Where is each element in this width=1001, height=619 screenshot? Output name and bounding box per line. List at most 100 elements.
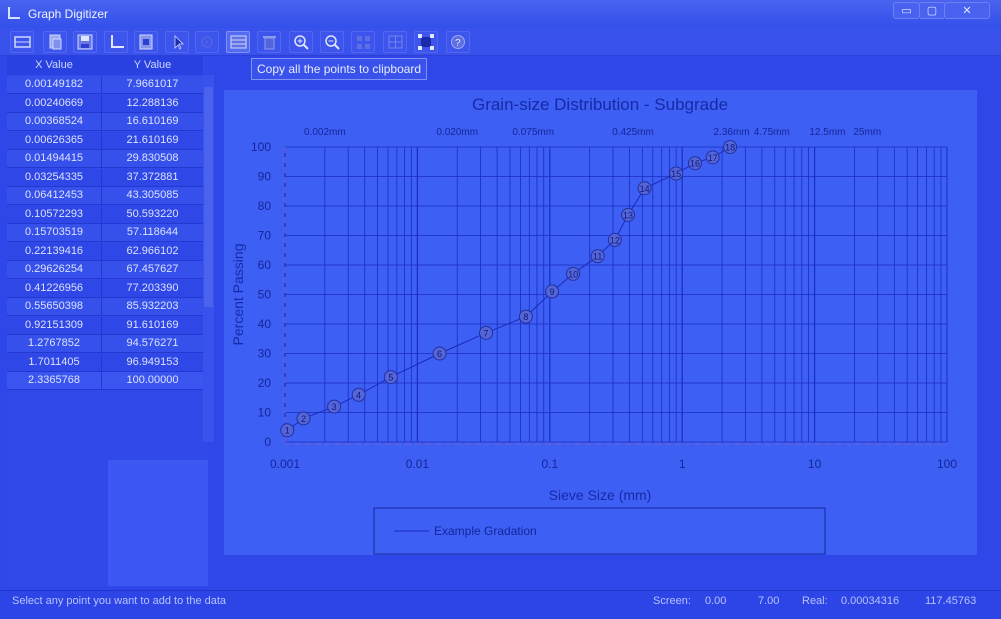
- x-tick-label: 10: [808, 457, 822, 471]
- y-value-cell[interactable]: 77.203390: [126, 281, 179, 294]
- x-value-cell[interactable]: 0.06412453: [24, 189, 84, 201]
- y-tick-label: 80: [258, 199, 272, 213]
- data-point-label: 11: [593, 252, 602, 262]
- sieve-size-label: 0.425mm: [612, 127, 654, 138]
- x-value-cell[interactable]: 0.03254335: [24, 170, 84, 183]
- grid-button[interactable]: [383, 31, 407, 53]
- y-value-cell[interactable]: 94.576271: [126, 337, 179, 349]
- y-tick-label: 10: [258, 406, 272, 420]
- table-row[interactable]: 2.3365768 100.00000: [7, 372, 203, 390]
- table-row[interactable]: 0.06412453 43.305085: [7, 187, 203, 205]
- delete-button[interactable]: [257, 31, 281, 53]
- x-value-cell[interactable]: 0.00149182: [24, 78, 84, 90]
- table-row[interactable]: 0.00626365 21.610169: [7, 131, 203, 150]
- chart-area[interactable]: 0 10 20 30 40 50 60 70 80 90 100 0.001 0.01 0.1 1 10 100…: [224, 90, 977, 555]
- y-value-cell[interactable]: 37.372881: [126, 170, 179, 183]
- y-value-cell[interactable]: 100.00000: [126, 374, 179, 386]
- table-row[interactable]: 0.03254335 37.372881: [7, 168, 203, 187]
- cell-divider: [101, 205, 102, 223]
- zoom-out-button[interactable]: [320, 31, 344, 53]
- x-tick-label: 1: [679, 457, 686, 471]
- window-title: Graph Digitizer: [28, 7, 109, 21]
- screen-y: 7.00: [758, 595, 780, 607]
- minimize-button[interactable]: ▭: [893, 2, 920, 19]
- table-row[interactable]: 0.29626254 67.457627: [7, 261, 203, 279]
- data-point-label: 7: [484, 328, 489, 338]
- help-icon: ?: [451, 35, 465, 49]
- y-value-cell[interactable]: 85.932203: [126, 300, 179, 312]
- table-row[interactable]: 0.00368524 16.610169: [7, 113, 203, 131]
- copy-button[interactable]: [226, 31, 250, 53]
- grid-scrollbar[interactable]: [203, 75, 214, 442]
- y-value-cell[interactable]: 43.305085: [126, 189, 179, 201]
- x-value-cell[interactable]: 0.92151309: [24, 318, 84, 331]
- x-value-cell[interactable]: 0.41226956: [24, 281, 84, 294]
- x-value-cell[interactable]: 0.29626254: [24, 263, 84, 275]
- table-row[interactable]: 0.41226956 77.203390: [7, 279, 203, 298]
- x-value-cell[interactable]: 0.15703519: [24, 226, 84, 238]
- x-value-cell[interactable]: 0.10572293: [24, 207, 84, 220]
- y-value-cell[interactable]: 50.593220: [126, 207, 179, 220]
- data-point-marker: [688, 156, 703, 171]
- fit-button[interactable]: [351, 31, 375, 53]
- x-value-cell[interactable]: 0.00368524: [24, 115, 84, 127]
- calibrate-button[interactable]: [134, 31, 158, 53]
- table-row[interactable]: 0.10572293 50.593220: [7, 205, 203, 224]
- zoom-in-button[interactable]: [289, 31, 313, 53]
- y-value-cell[interactable]: 96.949153: [126, 355, 179, 368]
- table-row[interactable]: 1.2767852 94.576271: [7, 335, 203, 353]
- table-row[interactable]: 0.22139416 62.966102: [7, 242, 203, 261]
- table-row[interactable]: 0.01494415 29.830508: [7, 150, 203, 168]
- y-value-cell[interactable]: 57.118644: [126, 226, 179, 238]
- axis-button[interactable]: [104, 31, 128, 53]
- x-value-cell[interactable]: 2.3365768: [28, 374, 80, 386]
- select-button[interactable]: [414, 31, 438, 53]
- close-button[interactable]: ✕: [944, 2, 990, 19]
- cell-divider: [101, 372, 102, 389]
- select-icon: [418, 34, 434, 50]
- y-tick-label: 60: [258, 258, 272, 272]
- x-value-cell[interactable]: 1.2767852: [28, 337, 80, 349]
- x-value-cell[interactable]: 0.22139416: [24, 244, 84, 257]
- add-point-button[interactable]: [195, 31, 219, 53]
- y-value-cell[interactable]: 29.830508: [126, 152, 179, 164]
- y-value-cell[interactable]: 67.457627: [126, 263, 179, 275]
- table-row[interactable]: 0.55650398 85.932203: [7, 298, 203, 316]
- table-row[interactable]: 0.92151309 91.610169: [7, 316, 203, 335]
- cell-divider: [101, 261, 102, 278]
- y-value-cell[interactable]: 91.610169: [126, 318, 179, 331]
- y-value-cell[interactable]: 7.9661017: [126, 78, 179, 90]
- y-value-cell[interactable]: 12.288136: [126, 96, 179, 109]
- y-value-cell[interactable]: 62.966102: [126, 244, 179, 257]
- x-value-cell[interactable]: 0.00626365: [24, 133, 84, 146]
- x-value-cell[interactable]: 0.00240669: [24, 96, 84, 109]
- cell-divider: [101, 187, 102, 204]
- scroll-thumb[interactable]: [204, 87, 213, 307]
- y-tick-label: 100: [251, 140, 271, 154]
- x-value-cell[interactable]: 0.01494415: [24, 152, 84, 164]
- y-axis-label: Percent Passing: [230, 244, 246, 346]
- data-point-label: 8: [523, 312, 528, 322]
- table-row[interactable]: 0.00149182 7.9661017: [7, 76, 203, 94]
- x-value-cell[interactable]: 0.55650398: [24, 300, 84, 312]
- x-tick-label: 0.001: [270, 457, 300, 471]
- x-value-header[interactable]: X Value: [35, 59, 73, 71]
- table-row[interactable]: 1.7011405 96.949153: [7, 353, 203, 372]
- y-value-cell[interactable]: 16.610169: [126, 115, 179, 127]
- data-point-marker: [590, 249, 605, 264]
- x-value-cell[interactable]: 1.7011405: [28, 355, 80, 368]
- table-row[interactable]: 0.00240669 12.288136: [7, 94, 203, 113]
- y-value-header[interactable]: Y Value: [133, 59, 172, 71]
- pointer-button[interactable]: [165, 31, 189, 53]
- save-button[interactable]: [73, 31, 97, 53]
- clear-button[interactable]: [10, 31, 34, 53]
- data-point-label: 17: [708, 153, 718, 163]
- maximize-button[interactable]: ▢: [919, 2, 945, 19]
- y-tick-label: 30: [258, 347, 272, 361]
- y-value-cell[interactable]: 21.610169: [126, 133, 179, 146]
- cell-divider: [101, 279, 102, 297]
- open-button[interactable]: [43, 31, 67, 53]
- help-button[interactable]: ?: [446, 31, 470, 53]
- table-row[interactable]: 0.15703519 57.118644: [7, 224, 203, 242]
- data-point-marker: [383, 370, 398, 385]
